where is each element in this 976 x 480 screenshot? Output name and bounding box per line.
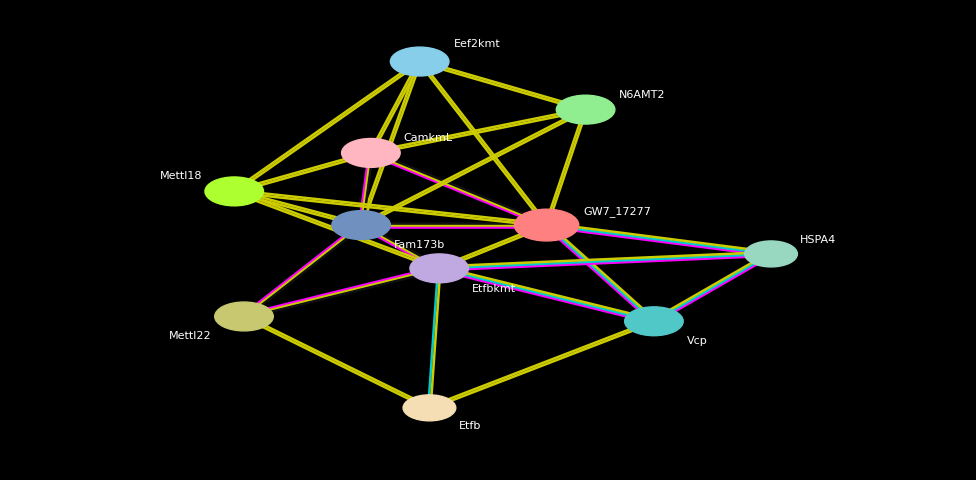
Circle shape — [625, 307, 683, 336]
Circle shape — [342, 139, 400, 168]
Text: Etfbkmt: Etfbkmt — [471, 283, 515, 293]
Circle shape — [390, 48, 449, 77]
Text: HSPA4: HSPA4 — [800, 234, 836, 244]
Circle shape — [410, 254, 468, 283]
Text: Mettl18: Mettl18 — [159, 171, 202, 180]
Text: CamkmL: CamkmL — [403, 132, 452, 142]
Text: Vcp: Vcp — [687, 335, 708, 345]
Text: Etfb: Etfb — [459, 420, 481, 430]
Circle shape — [745, 241, 797, 267]
Text: GW7_17277: GW7_17277 — [584, 206, 652, 216]
Text: Fam173b: Fam173b — [394, 240, 446, 250]
Circle shape — [514, 210, 579, 241]
Text: N6AMT2: N6AMT2 — [619, 90, 666, 100]
Circle shape — [332, 211, 390, 240]
Circle shape — [205, 178, 264, 206]
Text: Mettl22: Mettl22 — [169, 330, 212, 340]
Circle shape — [556, 96, 615, 125]
Circle shape — [215, 302, 273, 331]
Text: Eef2kmt: Eef2kmt — [454, 39, 501, 49]
Circle shape — [403, 395, 456, 421]
